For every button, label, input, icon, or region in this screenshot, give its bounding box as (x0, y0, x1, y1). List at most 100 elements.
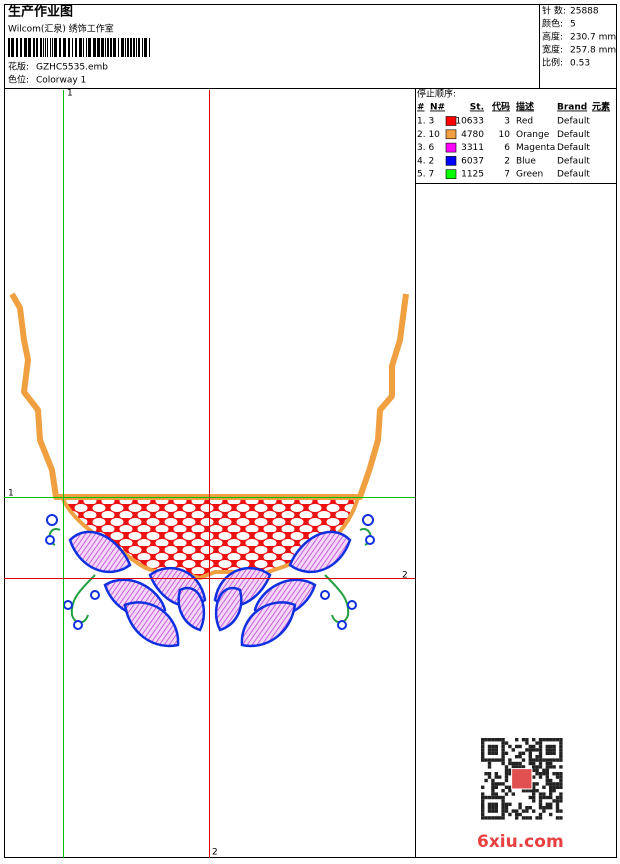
qr-cell (552, 738, 556, 742)
qr-cell (555, 775, 560, 779)
qr-cell (491, 748, 495, 752)
title: 生产作业图 (8, 4, 73, 20)
watermark: 6xiu.com (477, 832, 564, 852)
qr-cell (494, 809, 498, 813)
qr-cell (481, 758, 485, 762)
guide-label: 1 (8, 489, 14, 499)
qr-cell (538, 761, 543, 766)
qr-cell (535, 772, 539, 776)
qr-cell (481, 802, 485, 806)
qr-cell (525, 789, 529, 793)
stitches: 3311 (461, 143, 484, 153)
qr-cell (487, 775, 492, 779)
qr-cell (491, 785, 495, 789)
bar (133, 38, 135, 57)
frame (4, 4, 617, 858)
code: 10 (499, 130, 511, 140)
qr-cell (491, 792, 495, 796)
qr-cell (501, 751, 505, 755)
stitches: 10633 (455, 117, 484, 127)
qr-cell (491, 782, 495, 786)
qr-cell (542, 795, 546, 800)
qr-cell (538, 772, 543, 776)
bar (125, 38, 126, 57)
row-index: 5. 7 (417, 170, 434, 180)
qr-cell (549, 744, 553, 749)
qr-cell (555, 806, 560, 810)
qr-cell (545, 778, 549, 783)
stop-table: # N# St. 代码 描述 Brand 元素 1. 3 10633 3 Red Default 2. … (417, 101, 610, 180)
qr-cell (555, 772, 560, 776)
qr-cell (481, 755, 485, 759)
bar (144, 38, 147, 57)
qr-cell (518, 761, 522, 766)
qr-cell (555, 816, 560, 820)
bar (24, 38, 27, 57)
qr-cell (501, 761, 505, 766)
qr-cell (559, 772, 563, 776)
qr-cell (508, 772, 512, 776)
column-header: N# (430, 103, 445, 113)
guide-label: 2 (402, 571, 408, 581)
qr-cell (501, 809, 505, 813)
qr-cell (552, 772, 556, 776)
qr-cell (508, 761, 512, 766)
stat-value: 0.53 (570, 59, 590, 69)
qr-cell (484, 795, 488, 800)
design: GZHC5535.emb (36, 63, 108, 73)
qr-cell (528, 795, 532, 800)
bar (11, 38, 14, 57)
qr-cell (481, 785, 485, 789)
qr-cell (518, 755, 522, 759)
qr-cell (545, 802, 549, 806)
qr-cell (494, 806, 498, 810)
bar (59, 38, 61, 57)
qr-cell (504, 785, 509, 789)
description: Orange (516, 130, 550, 140)
qr-cell (521, 809, 526, 813)
guide-label: 1 (67, 89, 73, 99)
qr-cell (498, 738, 502, 742)
qr-cell (494, 744, 498, 749)
qr-cell (508, 789, 512, 793)
qr-cell (487, 751, 492, 755)
qr-cell (515, 755, 519, 759)
qr-cell (498, 816, 502, 820)
qr-cell (494, 792, 498, 796)
bar (127, 38, 129, 57)
qr-cell (532, 765, 536, 769)
qr-cell (498, 758, 502, 762)
qr-cell (494, 802, 498, 806)
description: Magenta (516, 143, 555, 153)
qr-cell (545, 765, 549, 769)
qr-cell (559, 809, 563, 813)
brand: Default (557, 156, 590, 166)
qr-cell (559, 765, 563, 769)
row-index: 1. 3 (417, 117, 434, 127)
qr-cell (494, 795, 498, 800)
qr-cell (542, 792, 546, 796)
qr-cell (487, 765, 492, 769)
qr-cell (549, 785, 553, 789)
qr-cell (552, 751, 556, 755)
qr-cell (525, 748, 529, 752)
qr-cell (484, 778, 488, 783)
bar (52, 38, 53, 57)
code: 2 (504, 156, 510, 166)
qr-cell (555, 799, 560, 803)
qr-cell (552, 765, 556, 769)
qr-cell (501, 738, 505, 742)
column-header: Brand (557, 103, 587, 113)
qr-code (481, 738, 563, 820)
color-swatch (445, 156, 457, 166)
bar (130, 38, 132, 57)
qr-cell (532, 792, 536, 796)
qr-cell (481, 812, 485, 817)
stat-label: 针 数: (542, 5, 566, 17)
column-header: # (417, 103, 425, 113)
qr-cell (501, 741, 505, 745)
qr-cell (542, 772, 546, 776)
stat-value: 257.8 mm (570, 46, 616, 56)
qr-cell (535, 755, 539, 759)
